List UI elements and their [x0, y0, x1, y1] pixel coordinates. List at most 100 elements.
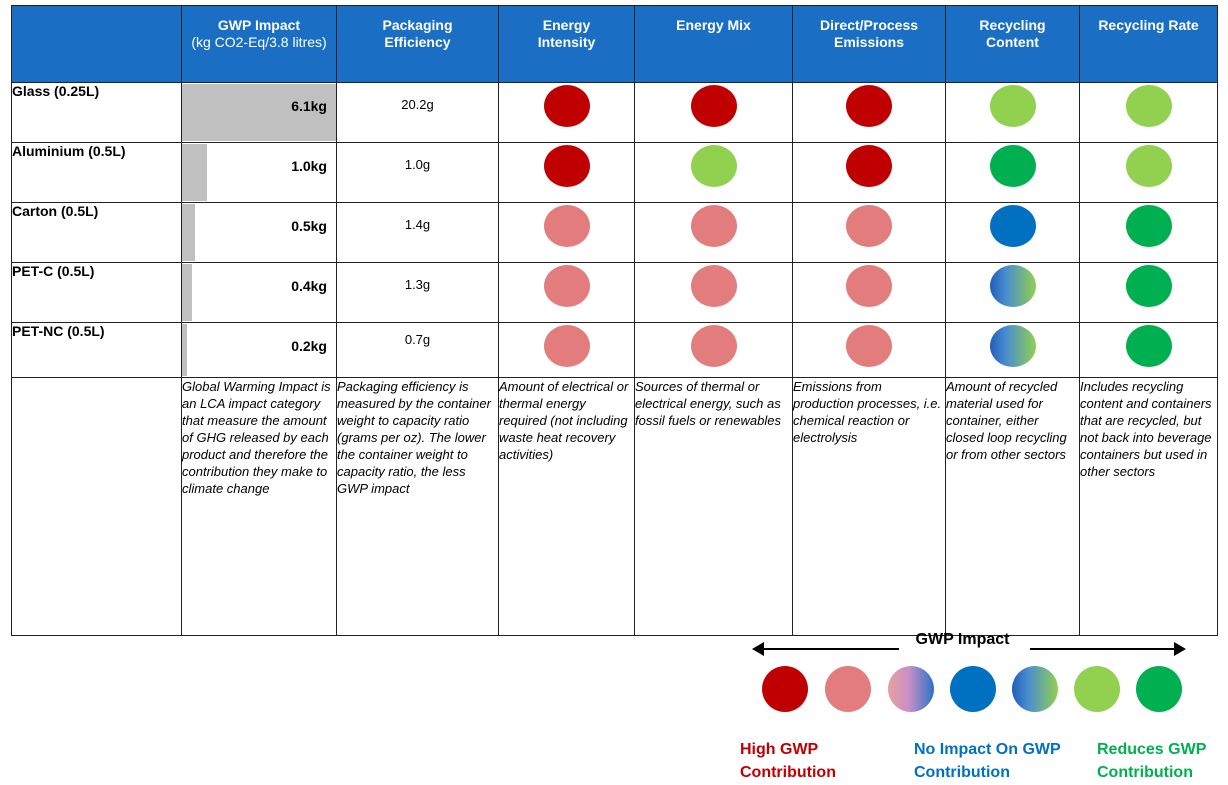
table-row-pet-c: PET-C (0.5L) 0.4kg 1.3g — [11, 262, 1218, 323]
header-energy-mix: Energy Mix — [634, 5, 793, 83]
table-row-carton: Carton (0.5L) 0.5kg 1.4g — [11, 202, 1218, 263]
medium-gwp-dot — [690, 265, 737, 307]
gwp-bar — [182, 264, 193, 321]
energy-intensity-rating — [498, 142, 635, 203]
recycling-content-rating — [945, 322, 1080, 378]
header-energy-intensity: Energy Intensity — [498, 5, 635, 83]
recycling-rate-rating — [1079, 142, 1218, 203]
medium-gwp-dot — [543, 265, 590, 307]
description-corner — [11, 377, 182, 636]
direct-process-emissions-rating — [792, 262, 946, 323]
arrow-line-right — [1030, 648, 1175, 650]
table-row-aluminium: Aluminium (0.5L) 1.0kg 1.0g — [11, 142, 1218, 203]
header-direct-process-emissions: Direct/Process Emissions — [792, 5, 946, 83]
legend-dot-transition — [888, 666, 934, 712]
reduces-gwp-dot — [989, 85, 1036, 127]
medium-gwp-dot — [543, 205, 590, 247]
header-row: GWP Impact (kg CO2-Eq/3.8 litres) Packag… — [11, 5, 1218, 83]
medium-gwp-dot — [543, 325, 590, 367]
packaging-efficiency-value: 1.0g — [336, 142, 499, 203]
table-row-glass: Glass (0.25L) 6.1kg 20.2g — [11, 82, 1218, 143]
recycling-content-rating — [945, 202, 1080, 263]
direct-process-emissions-rating — [792, 142, 946, 203]
description-recycling-rate: Includes recycling content and container… — [1079, 377, 1218, 636]
row-label: Aluminium (0.5L) — [11, 142, 182, 203]
energy-intensity-rating — [498, 262, 635, 323]
no-impact-dot — [989, 205, 1036, 247]
gwp-value: 6.1kg — [291, 98, 327, 114]
gwp-value: 1.0kg — [291, 158, 327, 174]
recycling-content-rating — [945, 82, 1080, 143]
recycling-rate-rating — [1079, 262, 1218, 323]
energy-mix-rating — [634, 262, 793, 323]
reduces-gwp-dot — [1125, 85, 1172, 127]
gwp-cell: 0.4kg — [181, 262, 337, 323]
energy-intensity-rating — [498, 202, 635, 263]
high-gwp-dot — [543, 85, 590, 127]
description-row: Global Warming Impact is an LCA impact c… — [11, 377, 1218, 636]
gwp-comparison-table: GWP Impact (kg CO2-Eq/3.8 litres) Packag… — [11, 5, 1218, 636]
legend-dot-medium — [825, 666, 871, 712]
header-corner — [11, 5, 182, 83]
gwp-cell: 0.2kg — [181, 322, 337, 378]
reduces-gwp-dot — [690, 145, 737, 187]
legend-label-high: High GWP Contribution — [740, 741, 836, 781]
reduces-gwp-dot — [1125, 265, 1172, 307]
recycling-rate-rating — [1079, 202, 1218, 263]
gwp-cell: 6.1kg — [181, 82, 337, 143]
gwp-cell: 1.0kg — [181, 142, 337, 203]
recycling-content-rating — [945, 142, 1080, 203]
row-label: PET-NC (0.5L) — [11, 322, 182, 378]
direct-process-emissions-rating — [792, 82, 946, 143]
legend-label-no-impact: No Impact On GWP Contribution — [914, 741, 1061, 781]
legend-dot-reduces-low — [1074, 666, 1120, 712]
gwp-bar — [182, 324, 188, 376]
row-label: Carton (0.5L) — [11, 202, 182, 263]
high-gwp-dot — [543, 145, 590, 187]
recycling-rate-rating — [1079, 322, 1218, 378]
energy-intensity-rating — [498, 322, 635, 378]
high-gwp-dot — [846, 145, 892, 187]
gwp-value: 0.2kg — [291, 338, 327, 354]
high-gwp-dot — [690, 85, 737, 127]
header-recycling-content: Recycling Content — [945, 5, 1080, 83]
header-packaging-efficiency: Packaging Efficiency — [336, 5, 499, 83]
header-recycling-rate: Recycling Rate — [1079, 5, 1218, 83]
description-recycling-content: Amount of recycled material used for con… — [945, 377, 1080, 636]
slight-reduction-dot — [989, 325, 1036, 367]
energy-mix-rating — [634, 82, 793, 143]
gwp-value: 0.4kg — [291, 278, 327, 294]
packaging-efficiency-value: 1.3g — [336, 262, 499, 323]
energy-mix-rating — [634, 202, 793, 263]
table-row-pet-nc: PET-NC (0.5L) 0.2kg 0.7g — [11, 322, 1218, 378]
description-gwp: Global Warming Impact is an LCA impact c… — [181, 377, 337, 636]
description-packaging-efficiency: Packaging efficiency is measured by the … — [336, 377, 499, 636]
gwp-legend: GWP Impact High GWP Contribution No Impa… — [740, 628, 1220, 785]
recycling-rate-rating — [1079, 82, 1218, 143]
medium-gwp-dot — [846, 265, 892, 307]
arrow-line-left — [754, 648, 899, 650]
row-label: Glass (0.25L) — [11, 82, 182, 143]
medium-gwp-dot — [690, 325, 737, 367]
gwp-cell: 0.5kg — [181, 202, 337, 263]
packaging-efficiency-value: 0.7g — [336, 322, 499, 378]
slight-reduction-dot — [989, 265, 1036, 307]
description-energy-intensity: Amount of electrical or thermal energy r… — [498, 377, 635, 636]
gwp-bar — [182, 204, 195, 261]
reduces-gwp-dot — [1125, 205, 1172, 247]
description-direct-process-emissions: Emissions from production processes, i.e… — [792, 377, 946, 636]
gwp-bar — [182, 144, 208, 201]
description-energy-mix: Sources of thermal or electrical energy,… — [634, 377, 793, 636]
legend-dot-no-impact — [950, 666, 996, 712]
energy-mix-rating — [634, 142, 793, 203]
header-gwp-impact: GWP Impact (kg CO2-Eq/3.8 litres) — [181, 5, 337, 83]
header-gwp-unit: (kg CO2-Eq/3.8 litres) — [191, 34, 327, 50]
high-gwp-dot — [846, 85, 892, 127]
reduces-gwp-dot — [1125, 325, 1172, 367]
energy-mix-rating — [634, 322, 793, 378]
legend-dot-reduces-high — [1136, 666, 1182, 712]
direct-process-emissions-rating — [792, 322, 946, 378]
arrow-right-icon — [1174, 642, 1186, 656]
legend-label-reduces: Reduces GWP Contribution — [1097, 741, 1207, 781]
energy-intensity-rating — [498, 82, 635, 143]
